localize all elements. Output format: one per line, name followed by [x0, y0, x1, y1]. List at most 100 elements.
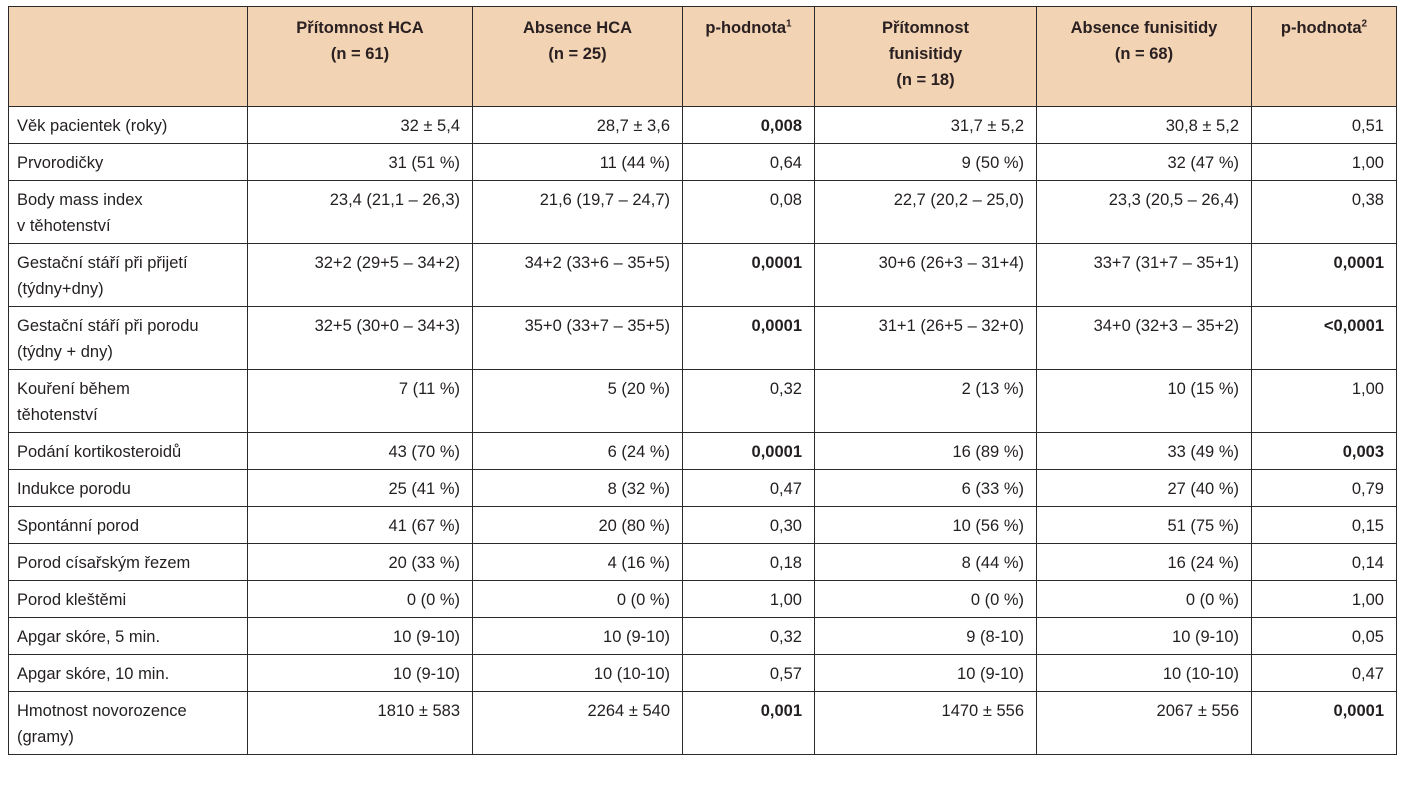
- cell-p-value-1: 0,47: [682, 469, 815, 507]
- row-label-line: v těhotenství: [17, 217, 111, 235]
- cell-p-value-1: 0,001: [682, 691, 815, 755]
- cell-hca-absent: 35+0 (33+7 – 35+5): [472, 306, 683, 370]
- row-label: Věk pacientek (roky): [8, 106, 248, 144]
- row-label: Hmotnost novorozence (gramy): [8, 691, 248, 755]
- row-label-line: těhotenství: [17, 406, 98, 424]
- cell-hca-present: 41 (67 %): [247, 506, 473, 544]
- row-label-line: Podání kortikosteroidů: [17, 443, 182, 461]
- cell-funisitis-present: 10 (9-10): [814, 654, 1037, 692]
- cell-hca-present: 25 (41 %): [247, 469, 473, 507]
- cell-p-value-2: 0,79: [1251, 469, 1397, 507]
- header-funisitis-present-n: (n = 18): [896, 71, 955, 89]
- row-label: Porod císařským řezem: [8, 543, 248, 581]
- cell-hca-absent: 5 (20 %): [472, 369, 683, 433]
- row-label: Apgar skóre, 5 min.: [8, 617, 248, 655]
- row-label-line: Porod císařským řezem: [17, 554, 191, 572]
- cell-hca-absent: 10 (9-10): [472, 617, 683, 655]
- header-p-value-2: p-hodnota2: [1251, 6, 1397, 107]
- header-hca-absent-n: (n = 25): [548, 45, 607, 63]
- cell-funisitis-present: 31,7 ± 5,2: [814, 106, 1037, 144]
- table-row: Apgar skóre, 10 min. 10 (9-10) 10 (10-10) 0…: [8, 654, 1397, 692]
- table-row: Apgar skóre, 5 min. 10 (9-10) 10 (9-10) 0,3…: [8, 617, 1397, 655]
- cell-p-value-2: 0,05: [1251, 617, 1397, 655]
- cell-p-value-1: 1,00: [682, 580, 815, 618]
- table-row: Věk pacientek (roky) 32 ± 5,4 28,7 ± 3,6 0,…: [8, 106, 1397, 144]
- header-funisitis-present-title-1: Přítomnost: [881, 19, 970, 37]
- row-label: Body mass index v těhotenství: [8, 180, 248, 244]
- cell-funisitis-absent: 10 (9-10): [1036, 617, 1252, 655]
- row-label-line: Hmotnost novorozence: [17, 702, 187, 720]
- cell-funisitis-absent: 0 (0 %): [1036, 580, 1252, 618]
- cell-hca-absent: 8 (32 %): [472, 469, 683, 507]
- cell-p-value-1: 0,08: [682, 180, 815, 244]
- table-row: Indukce porodu 25 (41 %) 8 (32 %) 0,47 6 (33…: [8, 469, 1397, 507]
- cell-funisitis-present: 10 (56 %): [814, 506, 1037, 544]
- cell-funisitis-present: 0 (0 %): [814, 580, 1037, 618]
- cell-funisitis-present: 1470 ± 556: [814, 691, 1037, 755]
- cell-hca-present: 10 (9-10): [247, 617, 473, 655]
- cell-p-value-1: 0,0001: [682, 243, 815, 307]
- row-label-line: Porod kleštěmi: [17, 591, 127, 609]
- row-label-line: Spontánní porod: [17, 517, 140, 535]
- row-label: Prvorodičky: [8, 143, 248, 181]
- cell-funisitis-absent: 30,8 ± 5,2: [1036, 106, 1252, 144]
- cell-funisitis-absent: 10 (10-10): [1036, 654, 1252, 692]
- row-label: Kouření během těhotenství: [8, 369, 248, 433]
- row-label-line: (gramy): [17, 728, 74, 746]
- header-hca-present-n: (n = 61): [330, 45, 390, 63]
- cell-hca-present: 32+5 (30+0 – 34+3): [247, 306, 473, 370]
- row-label-line: Apgar skóre, 10 min.: [17, 665, 170, 683]
- cell-p-value-2: 0,47: [1251, 654, 1397, 692]
- row-label-line: Apgar skóre, 5 min.: [17, 628, 161, 646]
- cell-hca-absent: 0 (0 %): [472, 580, 683, 618]
- cell-hca-absent: 28,7 ± 3,6: [472, 106, 683, 144]
- cell-hca-present: 7 (11 %): [247, 369, 473, 433]
- cell-p-value-1: 0,32: [682, 369, 815, 433]
- cell-hca-absent: 34+2 (33+6 – 35+5): [472, 243, 683, 307]
- cell-funisitis-absent: 33+7 (31+7 – 35+1): [1036, 243, 1252, 307]
- cell-funisitis-present: 9 (50 %): [814, 143, 1037, 181]
- cell-funisitis-present: 9 (8-10): [814, 617, 1037, 655]
- cell-p-value-1: 0,32: [682, 617, 815, 655]
- cell-hca-present: 31 (51 %): [247, 143, 473, 181]
- cell-funisitis-absent: 51 (75 %): [1036, 506, 1252, 544]
- row-label: Indukce porodu: [8, 469, 248, 507]
- cell-p-value-1: 0,30: [682, 506, 815, 544]
- table-row: Spontánní porod 41 (67 %) 20 (80 %) 0,30 10 …: [8, 506, 1397, 544]
- header-hca-present-title: Přítomnost HCA: [296, 19, 424, 37]
- row-label: Gestační stáří při porodu (týdny + dny): [8, 306, 248, 370]
- row-label-line: Věk pacientek (roky): [17, 117, 168, 135]
- cell-p-value-2: 0,15: [1251, 506, 1397, 544]
- header-p-value-1: p-hodnota1: [682, 6, 815, 107]
- cell-p-value-2: 0,0001: [1251, 691, 1397, 755]
- cell-hca-present: 32 ± 5,4: [247, 106, 473, 144]
- cell-p-value-2: 0,0001: [1251, 243, 1397, 307]
- header-hca-absent: Absence HCA (n = 25): [472, 6, 683, 107]
- cell-hca-absent: 4 (16 %): [472, 543, 683, 581]
- cell-p-value-2: 1,00: [1251, 143, 1397, 181]
- header-p-value-2-label: p-hodnota: [1280, 19, 1362, 37]
- header-funisitis-present-title-2: funisitidy: [888, 45, 963, 63]
- row-label: Podání kortikosteroidů: [8, 432, 248, 470]
- cell-hca-present: 20 (33 %): [247, 543, 473, 581]
- table-row: Body mass index v těhotenství 23,4 (21,1 –…: [8, 180, 1397, 244]
- row-label-line: Gestační stáří při porodu: [17, 317, 199, 335]
- cell-p-value-2: 0,14: [1251, 543, 1397, 581]
- cell-p-value-2: 0,003: [1251, 432, 1397, 470]
- cell-hca-present: 0 (0 %): [247, 580, 473, 618]
- cell-p-value-2: 1,00: [1251, 580, 1397, 618]
- header-hca-absent-title: Absence HCA: [522, 19, 633, 37]
- cell-hca-absent: 2264 ± 540: [472, 691, 683, 755]
- header-funisitis-absent-n: (n = 68): [1114, 45, 1174, 63]
- header-funisitis-present: Přítomnost funisitidy (n = 18): [814, 6, 1037, 107]
- cell-hca-absent: 20 (80 %): [472, 506, 683, 544]
- table-row: Gestační stáří při přijetí (týdny+dny) 32+…: [8, 243, 1397, 307]
- cell-funisitis-absent: 33 (49 %): [1036, 432, 1252, 470]
- cell-funisitis-present: 16 (89 %): [814, 432, 1037, 470]
- cell-p-value-2: <0,0001: [1251, 306, 1397, 370]
- cell-hca-absent: 10 (10-10): [472, 654, 683, 692]
- header-empty-cell: [8, 6, 248, 107]
- cell-funisitis-present: 6 (33 %): [814, 469, 1037, 507]
- header-hca-present: Přítomnost HCA (n = 61): [247, 6, 473, 107]
- table-row: Podání kortikosteroidů 43 (70 %) 6 (24 %) 0…: [8, 432, 1397, 470]
